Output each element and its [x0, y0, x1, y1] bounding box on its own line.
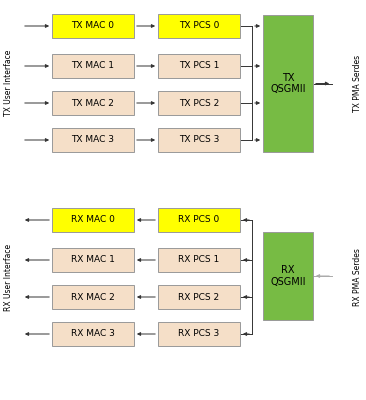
Text: RX MAC 0: RX MAC 0	[71, 216, 115, 224]
Text: RX MAC 3: RX MAC 3	[71, 330, 115, 338]
Text: TX MAC 0: TX MAC 0	[71, 22, 115, 30]
Text: TX
QSGMII: TX QSGMII	[270, 73, 306, 94]
Bar	[158, 208, 240, 232]
Bar	[158, 14, 240, 38]
Bar	[158, 128, 240, 152]
Bar	[263, 15, 313, 152]
Bar	[263, 232, 313, 320]
Text: RX MAC 1: RX MAC 1	[71, 256, 115, 264]
Text: TX MAC 3: TX MAC 3	[71, 136, 115, 144]
Bar	[52, 208, 134, 232]
Text: TX User Interface: TX User Interface	[4, 50, 14, 116]
Bar	[52, 248, 134, 272]
Bar	[52, 91, 134, 115]
Bar	[158, 54, 240, 78]
Bar	[52, 322, 134, 346]
Text: RX PMA Serdes: RX PMA Serdes	[352, 248, 362, 306]
Text: TX PCS 2: TX PCS 2	[179, 98, 219, 108]
Text: RX PCS 3: RX PCS 3	[178, 330, 220, 338]
Text: TX PMA Serdes: TX PMA Serdes	[352, 54, 362, 112]
Bar	[158, 322, 240, 346]
Text: RX User Interface: RX User Interface	[4, 244, 14, 310]
Text: RX MAC 2: RX MAC 2	[71, 292, 115, 302]
Bar	[52, 54, 134, 78]
Text: TX PCS 1: TX PCS 1	[179, 62, 219, 70]
Bar	[158, 248, 240, 272]
Bar	[158, 285, 240, 309]
Bar	[158, 91, 240, 115]
Text: TX MAC 1: TX MAC 1	[71, 62, 115, 70]
Text: TX PCS 0: TX PCS 0	[179, 22, 219, 30]
Text: TX PCS 3: TX PCS 3	[179, 136, 219, 144]
Bar	[52, 14, 134, 38]
Text: RX
QSGMII: RX QSGMII	[270, 265, 306, 287]
Text: RX PCS 1: RX PCS 1	[178, 256, 220, 264]
Text: RX PCS 0: RX PCS 0	[178, 216, 220, 224]
Bar	[52, 128, 134, 152]
Bar	[52, 285, 134, 309]
Text: RX PCS 2: RX PCS 2	[179, 292, 220, 302]
Text: TX MAC 2: TX MAC 2	[72, 98, 115, 108]
